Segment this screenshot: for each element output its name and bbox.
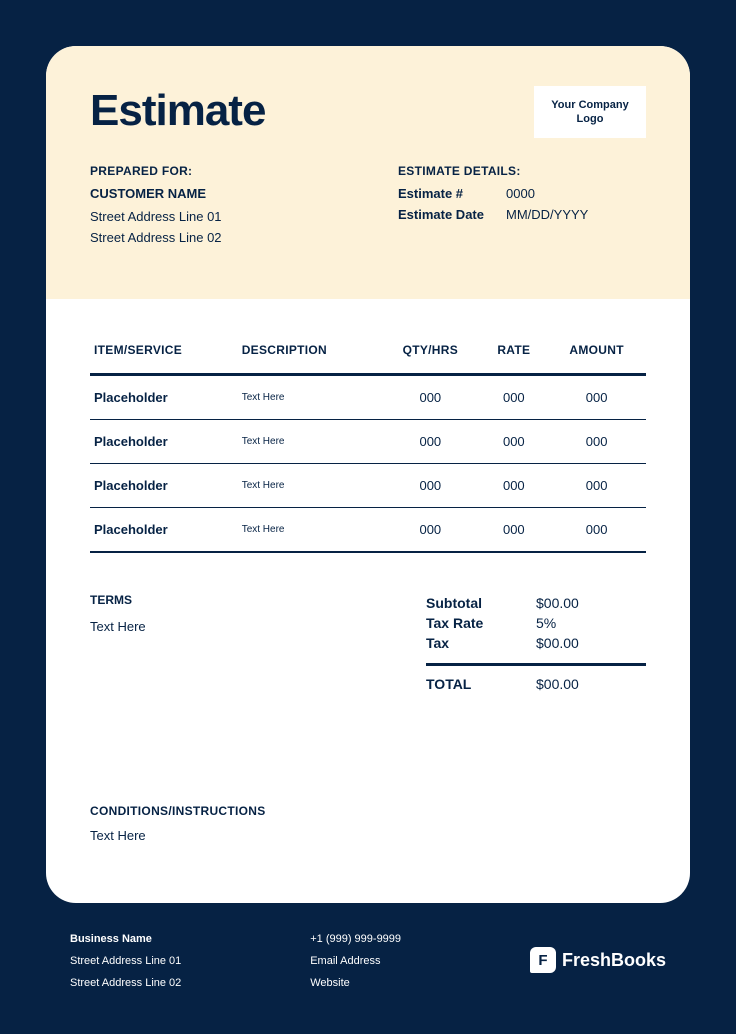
terms-block: TERMS Text Here xyxy=(90,593,426,694)
tax-label: Tax xyxy=(426,635,536,651)
estimate-number-value: 0000 xyxy=(506,186,535,201)
taxrate-value: 5% xyxy=(536,615,556,631)
th-item: ITEM/SERVICE xyxy=(90,343,236,375)
cell-amount: 000 xyxy=(547,420,646,464)
customer-addr1: Street Address Line 01 xyxy=(90,209,398,224)
estimate-number-label: Estimate # xyxy=(398,186,506,201)
body: ITEM/SERVICE DESCRIPTION QTY/HRS RATE AM… xyxy=(46,299,690,903)
cell-desc: Text Here xyxy=(236,464,381,508)
estimate-card: Estimate Your Company Logo PREPARED FOR:… xyxy=(46,46,690,903)
cell-desc: Text Here xyxy=(236,420,381,464)
footer-website: Website xyxy=(310,977,401,989)
page-title: Estimate xyxy=(90,86,265,136)
prepared-for-block: PREPARED FOR: CUSTOMER NAME Street Addre… xyxy=(90,164,398,251)
terms-label: TERMS xyxy=(90,593,426,607)
line-items-table: ITEM/SERVICE DESCRIPTION QTY/HRS RATE AM… xyxy=(90,343,646,553)
subtotal-value: $00.00 xyxy=(536,595,579,611)
brand: F FreshBooks xyxy=(530,947,666,973)
conditions-label: CONDITIONS/INSTRUCTIONS xyxy=(90,804,646,818)
total-value: $00.00 xyxy=(536,676,579,692)
taxrate-label: Tax Rate xyxy=(426,615,536,631)
cell-desc: Text Here xyxy=(236,508,381,553)
total-label: TOTAL xyxy=(426,676,536,692)
cell-qty: 000 xyxy=(380,376,480,420)
company-logo-placeholder: Your Company Logo xyxy=(534,86,646,138)
th-rate: RATE xyxy=(480,343,547,375)
estimate-details-block: ESTIMATE DETAILS: Estimate # 0000 Estima… xyxy=(398,164,646,251)
cell-item: Placeholder xyxy=(90,508,236,553)
business-name: Business Name xyxy=(70,933,181,945)
cell-rate: 000 xyxy=(480,508,547,553)
cell-item: Placeholder xyxy=(90,464,236,508)
table-row: Placeholder Text Here 000 000 000 xyxy=(90,376,646,420)
footer-email: Email Address xyxy=(310,955,401,967)
th-description: DESCRIPTION xyxy=(236,343,381,375)
estimate-details-label: ESTIMATE DETAILS: xyxy=(398,164,646,178)
footer: Business Name Street Address Line 01 Str… xyxy=(46,903,690,999)
freshbooks-icon: F xyxy=(530,947,556,973)
footer-col-address: Business Name Street Address Line 01 Str… xyxy=(70,933,181,999)
conditions-block: CONDITIONS/INSTRUCTIONS Text Here xyxy=(90,804,646,843)
footer-col-contact: +1 (999) 999-9999 Email Address Website xyxy=(310,933,401,999)
footer-phone: +1 (999) 999-9999 xyxy=(310,933,401,945)
cell-amount: 000 xyxy=(547,376,646,420)
cell-qty: 000 xyxy=(380,508,480,553)
brand-name: FreshBooks xyxy=(562,950,666,971)
conditions-text: Text Here xyxy=(90,828,646,843)
cell-item: Placeholder xyxy=(90,420,236,464)
th-amount: AMOUNT xyxy=(547,343,646,375)
terms-text: Text Here xyxy=(90,619,426,634)
cell-amount: 000 xyxy=(547,508,646,553)
header: Estimate Your Company Logo PREPARED FOR:… xyxy=(46,46,690,299)
cell-qty: 000 xyxy=(380,464,480,508)
cell-qty: 000 xyxy=(380,420,480,464)
customer-addr2: Street Address Line 02 xyxy=(90,230,398,245)
customer-name: CUSTOMER NAME xyxy=(90,186,398,201)
footer-addr1: Street Address Line 01 xyxy=(70,955,181,967)
cell-item: Placeholder xyxy=(90,376,236,420)
tax-value: $00.00 xyxy=(536,635,579,651)
cell-desc: Text Here xyxy=(236,376,381,420)
th-qty: QTY/HRS xyxy=(380,343,480,375)
cell-rate: 000 xyxy=(480,464,547,508)
cell-rate: 000 xyxy=(480,376,547,420)
prepared-for-label: PREPARED FOR: xyxy=(90,164,398,178)
estimate-date-label: Estimate Date xyxy=(398,207,506,222)
cell-rate: 000 xyxy=(480,420,547,464)
totals-separator xyxy=(426,663,646,666)
estimate-date-value: MM/DD/YYYY xyxy=(506,207,588,222)
table-row: Placeholder Text Here 000 000 000 xyxy=(90,420,646,464)
footer-addr2: Street Address Line 02 xyxy=(70,977,181,989)
table-row: Placeholder Text Here 000 000 000 xyxy=(90,508,646,553)
table-row: Placeholder Text Here 000 000 000 xyxy=(90,464,646,508)
cell-amount: 000 xyxy=(547,464,646,508)
subtotal-label: Subtotal xyxy=(426,595,536,611)
totals-block: Subtotal $00.00 Tax Rate 5% Tax $00.00 T… xyxy=(426,593,646,694)
